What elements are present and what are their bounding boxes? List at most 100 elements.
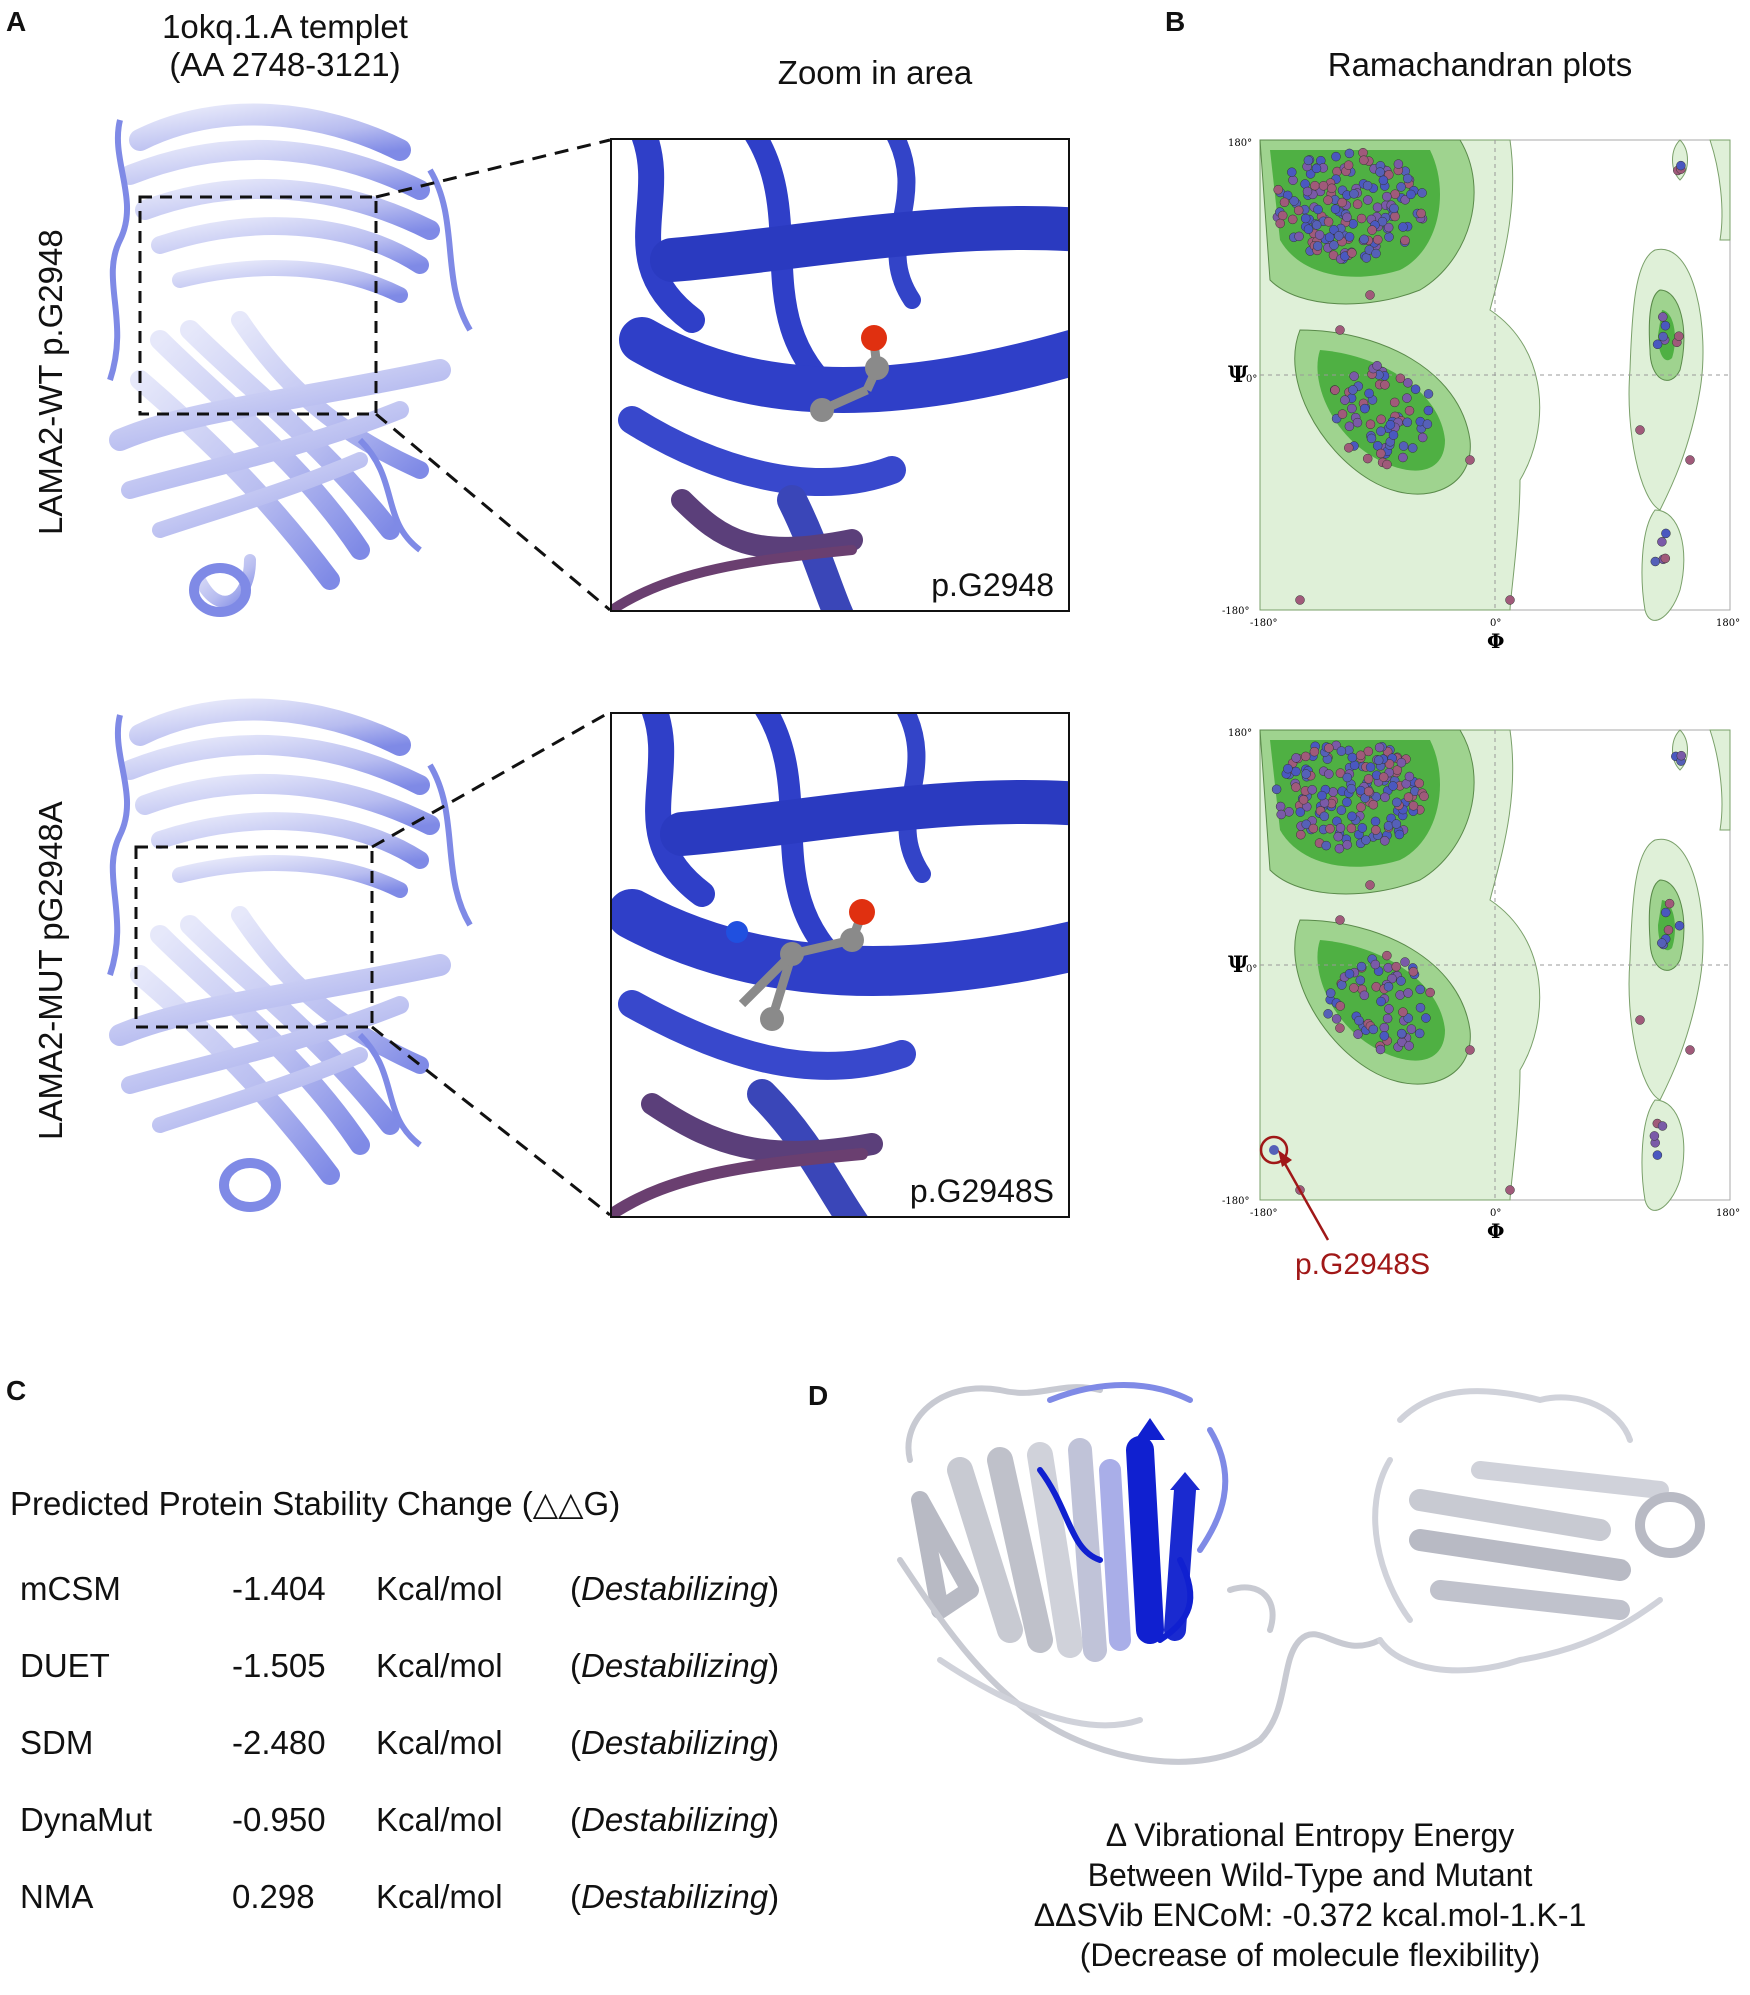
residue-dot <box>1661 907 1671 918</box>
residue-dot <box>1408 801 1419 811</box>
residue-dot <box>1313 204 1323 215</box>
residue-dot <box>1375 167 1385 177</box>
residue-dot <box>1406 189 1416 200</box>
wt-ramachandran-svg: Ψ 0° 180° -180° -180° 0° 180° Φ <box>1222 138 1740 653</box>
residue-dot <box>1342 797 1352 807</box>
residue-dot <box>1301 819 1311 830</box>
residue-dot <box>1295 595 1305 605</box>
wt-psi-zero: 0° <box>1246 374 1257 385</box>
residue-dot <box>1398 441 1409 451</box>
vibrational-entropy-structure <box>897 1382 1705 1765</box>
residue-dot <box>1635 1015 1645 1025</box>
effect-text: Destabilizing <box>581 1570 769 1607</box>
residue-dot <box>1395 373 1406 384</box>
residue-dot <box>1380 792 1390 803</box>
residue-dot <box>1402 393 1412 403</box>
residue-dot <box>1277 210 1288 221</box>
residue-dot <box>1664 898 1675 909</box>
residue-dot <box>1382 459 1392 470</box>
residue-dot <box>1376 426 1386 437</box>
residue-dot <box>1291 782 1301 792</box>
residue-dot <box>1403 792 1414 802</box>
residue-dot <box>1329 240 1339 250</box>
residue-dot <box>1372 202 1383 213</box>
residue-dot <box>1378 175 1389 186</box>
residue-dot <box>1361 835 1371 845</box>
wt-phi-symbol: Φ <box>1487 629 1504 653</box>
residue-dot <box>1366 433 1377 444</box>
residue-dot <box>1367 225 1377 235</box>
residue-dot <box>1403 1013 1413 1023</box>
mut-ramachandran-svg: Ψ 0° 180° -180° -180° 0° 180° Φ <box>1222 728 1740 1243</box>
mut-zoom-box: p.G2948S <box>610 712 1070 1218</box>
residue-dot <box>1324 743 1334 753</box>
residue-dot <box>1349 983 1359 993</box>
residue-dot <box>1505 595 1515 605</box>
residue-dot <box>1359 155 1369 165</box>
residue-dot <box>1650 556 1661 567</box>
residue-dot <box>1402 417 1413 428</box>
residue-dot <box>1295 807 1306 817</box>
residue-dot <box>1337 409 1348 419</box>
mutation-callout-arrow <box>1278 1150 1330 1241</box>
residue-dot <box>1383 981 1394 992</box>
residue-dot <box>1335 1001 1346 1011</box>
stability-value: -1.505 <box>232 1647 326 1684</box>
residue-dot <box>1303 224 1314 234</box>
residue-dot <box>1347 248 1357 258</box>
residue-dot <box>1365 880 1375 890</box>
residue-dot <box>1387 973 1397 984</box>
wt-phi-zero: 0° <box>1490 618 1501 629</box>
residue-dot <box>1674 920 1685 931</box>
residue-dot <box>1283 763 1293 774</box>
residue-dot <box>1309 746 1320 757</box>
residue-dot <box>1382 1013 1393 1024</box>
entropy-caption-line1: Δ Vibrational Entropy Energy <box>1105 1817 1515 1853</box>
residue-dot <box>1347 811 1357 822</box>
residue-dot <box>1390 189 1400 199</box>
residue-dot <box>1398 222 1408 232</box>
residue-dot <box>1422 419 1433 429</box>
residue-dot <box>1294 231 1304 242</box>
residue-dot <box>1660 553 1671 564</box>
residue-dot <box>1355 975 1366 986</box>
effect-text: Destabilizing <box>581 1878 769 1915</box>
residue-dot <box>1414 778 1424 789</box>
mut-psi-symbol: Ψ <box>1228 952 1248 978</box>
residue-dot <box>1393 159 1404 169</box>
residue-dot <box>1396 976 1406 986</box>
residue-dot <box>1335 1023 1345 1033</box>
residue-dot <box>1658 312 1668 322</box>
panel-b-letter: B <box>1165 6 1186 37</box>
stability-unit: Kcal/mol <box>376 1647 503 1684</box>
residue-dot <box>1337 197 1347 208</box>
stability-unit: Kcal/mol <box>376 1801 503 1838</box>
close-paren: ) <box>768 1878 780 1915</box>
residue-dot <box>1676 750 1687 761</box>
residue-dot <box>1404 771 1415 782</box>
residue-dot <box>1371 248 1381 259</box>
residue-dot <box>1373 755 1384 765</box>
residue-dot <box>1300 213 1311 224</box>
stability-effect: (Destabilizing) <box>570 1878 779 1916</box>
open-paren: ( <box>570 1724 581 1761</box>
entropy-caption-line2: Between Wild-Type and Mutant <box>1087 1857 1533 1893</box>
wt-protein-structure <box>107 103 473 617</box>
residue-dot <box>1364 388 1374 399</box>
open-paren: ( <box>570 1878 581 1915</box>
residue-dot <box>1354 1015 1364 1026</box>
residue-dot <box>1296 829 1306 840</box>
mut-phi-180: 180° <box>1716 1208 1740 1219</box>
residue-dot <box>1661 528 1671 539</box>
residue-dot <box>1685 1045 1695 1055</box>
stability-unit: Kcal/mol <box>376 1570 503 1607</box>
residue-dot <box>1404 1041 1414 1051</box>
residue-dot <box>1335 915 1345 925</box>
residue-dot <box>1391 819 1402 829</box>
residue-dot <box>1383 821 1394 831</box>
residue-dot <box>1373 234 1383 245</box>
residue-dot <box>1376 448 1386 459</box>
entropy-caption-line3: ΔΔSVib ENCoM: -0.372 kcal.mol-1.K-1 <box>1033 1897 1587 1933</box>
residue-dot <box>1361 253 1372 263</box>
mut-residue-atoms <box>726 899 875 1031</box>
